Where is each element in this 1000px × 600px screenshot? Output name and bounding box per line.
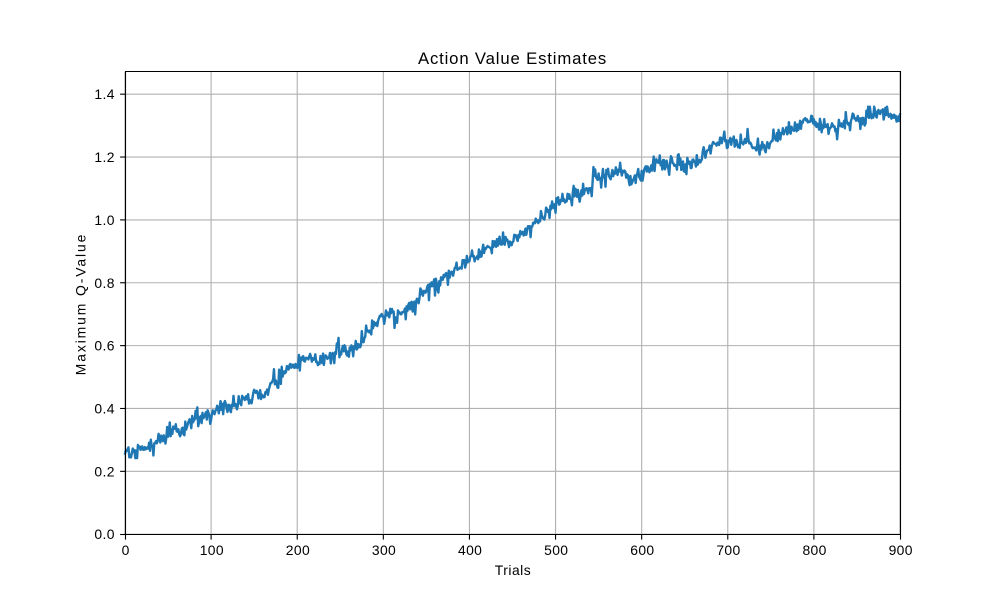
svg-text:400: 400	[458, 542, 482, 558]
svg-text:600: 600	[630, 542, 654, 558]
svg-text:Trials: Trials	[495, 562, 531, 578]
svg-text:0.2: 0.2	[94, 463, 114, 479]
svg-text:Action Value Estimates: Action Value Estimates	[418, 49, 607, 68]
svg-text:0.0: 0.0	[94, 526, 114, 542]
svg-text:0.6: 0.6	[94, 338, 114, 354]
svg-text:700: 700	[716, 542, 740, 558]
svg-text:1.4: 1.4	[94, 86, 114, 102]
svg-text:300: 300	[372, 542, 396, 558]
svg-text:1.0: 1.0	[94, 212, 114, 228]
svg-text:800: 800	[802, 542, 826, 558]
svg-text:0.4: 0.4	[94, 400, 114, 416]
svg-text:200: 200	[286, 542, 310, 558]
svg-text:Maximum Q-Value: Maximum Q-Value	[73, 233, 89, 375]
svg-text:100: 100	[200, 542, 224, 558]
svg-text:0: 0	[122, 542, 130, 558]
svg-text:1.2: 1.2	[94, 149, 114, 165]
svg-text:0.8: 0.8	[94, 275, 114, 291]
svg-text:500: 500	[544, 542, 568, 558]
svg-text:900: 900	[889, 542, 913, 558]
